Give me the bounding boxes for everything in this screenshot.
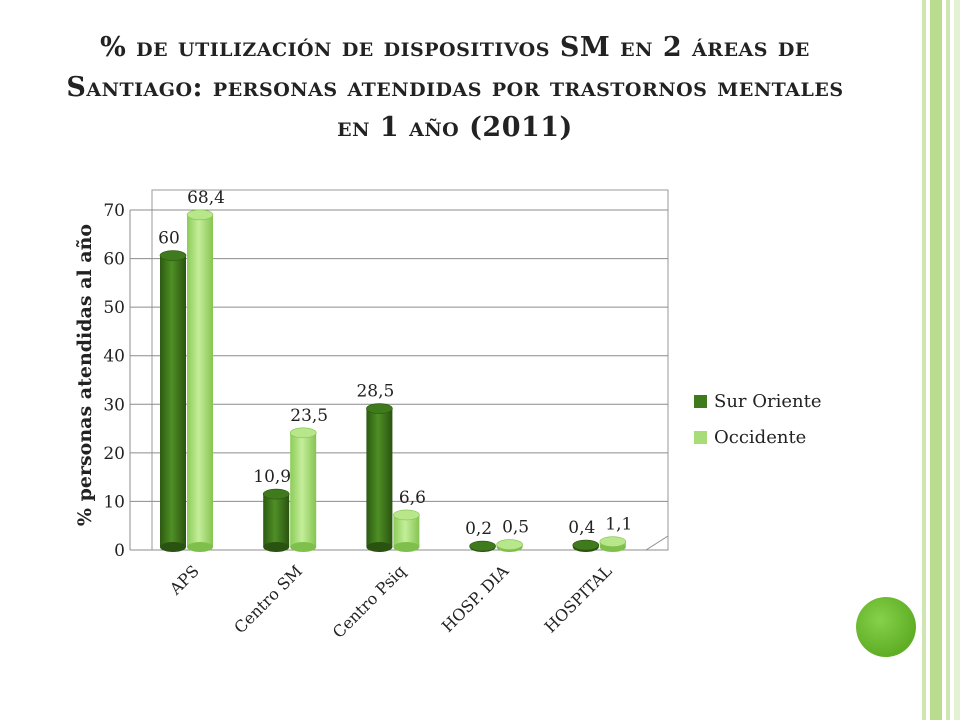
legend-label: Occidente	[714, 427, 806, 448]
data-label: 28,5	[356, 382, 394, 402]
bar-sur-oriente	[263, 494, 290, 547]
x-tick-label: APS	[165, 561, 203, 599]
x-tick-label: HOSPITAL	[541, 561, 616, 636]
y-tick-label: 40	[103, 347, 125, 367]
bar-cap	[159, 250, 187, 261]
data-label: 0,4	[568, 518, 595, 538]
slide-title: % de utilización de dispositivos SM en 2…	[66, 32, 844, 143]
decorative-side-stripes	[920, 0, 960, 720]
floor-edge	[645, 535, 669, 551]
x-tick-label: Centro SM	[230, 561, 306, 637]
x-tick-label: HOSP. DIA	[438, 561, 513, 636]
data-label: 0,2	[465, 519, 492, 539]
bar-base	[263, 542, 290, 552]
y-tick-label: 70	[103, 201, 125, 221]
legend-swatch	[694, 431, 707, 444]
y-axis-title: % personas atendidas al año	[74, 224, 96, 526]
data-label: 60	[158, 229, 180, 249]
bar-cap	[366, 403, 393, 414]
y-tick-label: 0	[114, 541, 125, 561]
bar-chart: 0 10 20 30 40 50 60 70 60 68,4 APS 10,9 23,5 Centro S…	[74, 188, 822, 642]
bar-cap	[469, 540, 496, 552]
bar-sur-oriente	[160, 255, 186, 548]
bar-occidente	[187, 214, 213, 547]
y-tick-label: 10	[103, 492, 125, 512]
data-label: 6,6	[399, 488, 426, 508]
x-tick-label: Centro Psiq	[329, 561, 409, 641]
bar-cap	[289, 427, 317, 439]
data-label: 10,9	[253, 467, 291, 487]
bar-cap	[393, 509, 420, 521]
bar-occidente	[290, 432, 317, 547]
bar-cap	[599, 536, 627, 547]
plot-area: 0 10 20 30 40 50 60 70 60 68,4 APS 10,9 23,5 Centro S…	[103, 188, 669, 642]
bar-base	[393, 542, 420, 552]
bar-base	[160, 542, 186, 552]
legend-swatch	[694, 395, 707, 408]
data-label: 68,4	[187, 188, 225, 208]
data-label: 0,5	[502, 518, 529, 538]
bar-cap	[262, 488, 290, 500]
y-tick-label: 20	[103, 444, 125, 464]
legend-label: Sur Oriente	[714, 391, 822, 412]
bar-cap	[186, 209, 214, 221]
bar-cap	[496, 539, 523, 550]
bar-base	[290, 542, 317, 552]
bar-base	[187, 542, 213, 552]
data-label: 23,5	[290, 406, 328, 426]
bar-occidente	[393, 514, 420, 547]
y-tick-label: 60	[103, 250, 125, 270]
y-tick-label: 30	[103, 395, 125, 415]
bar-base	[366, 542, 393, 552]
y-tick-label: 50	[103, 298, 125, 318]
data-label: 1,1	[605, 515, 632, 535]
chart-legend: Sur Oriente Occidente	[694, 391, 822, 448]
bar-cap	[572, 539, 600, 551]
bar-sur-oriente	[366, 408, 393, 547]
decorative-green-circle	[856, 597, 916, 657]
